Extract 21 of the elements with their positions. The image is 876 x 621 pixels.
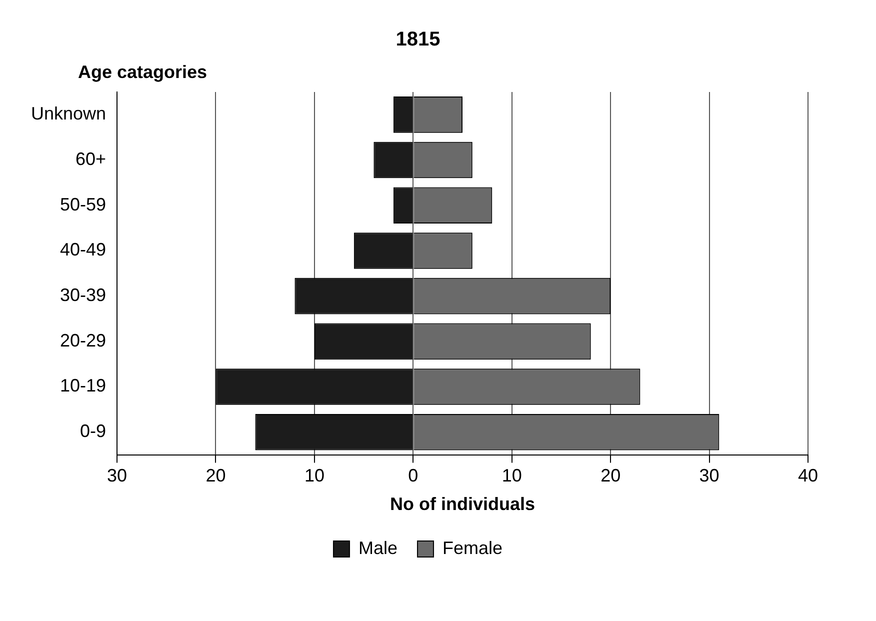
y-axis-title: Age catagories [78, 62, 208, 82]
x-tick-label: 20 [206, 466, 226, 486]
x-tick-label: 10 [304, 466, 324, 486]
y-tick-label: 40-49 [60, 240, 106, 260]
x-tick-label: 40 [798, 466, 818, 486]
y-tick-label: 10-19 [60, 376, 106, 396]
chart-title: 1815 [396, 28, 440, 51]
x-tick-label: 20 [600, 466, 621, 486]
legend-label: Male [358, 538, 398, 558]
x-tick-label: 30 [699, 466, 720, 486]
x-tick-label: 10 [502, 466, 522, 486]
y-tick-label: 20-29 [60, 330, 106, 350]
y-tick-label: 0-9 [80, 421, 106, 442]
y-tick-label: 30-39 [60, 285, 106, 306]
x-tick-label: 0 [408, 466, 418, 486]
legend-label: Female [442, 538, 503, 558]
y-tick-label: 50-59 [60, 194, 106, 214]
y-tick-label: 60+ [75, 148, 106, 169]
y-tick-label: Unknown [30, 104, 106, 124]
x-axis-title: No of individuals [390, 494, 536, 514]
x-tick-label: 30 [107, 466, 128, 486]
